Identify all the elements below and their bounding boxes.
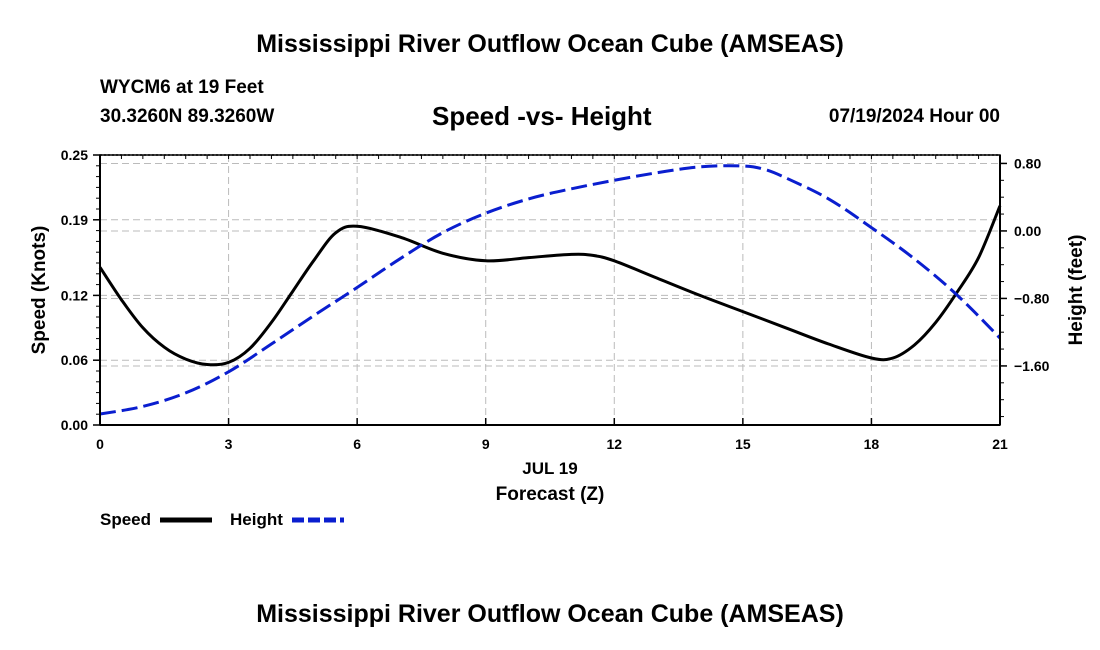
y-right-tick-label: −1.60: [1014, 358, 1050, 374]
x-tick-label: 6: [353, 436, 361, 452]
series-group: [98, 164, 1002, 416]
x-axis-label: Forecast (Z): [496, 484, 605, 505]
y-right-tick-label: 0.00: [1014, 223, 1041, 239]
x-tick-label: 3: [225, 436, 233, 452]
station-label: WYCM6 at 19 Feet: [100, 77, 264, 98]
legend: Speed Height: [100, 510, 344, 529]
x-tick-label: 9: [482, 436, 490, 452]
datetime-label: 07/19/2024 Hour 00: [828, 106, 1000, 127]
chart-title-bottom: Mississippi River Outflow Ocean Cube (AM…: [256, 600, 844, 628]
x-axis-ticks: 0 3 6 9 12 15 18 21: [96, 155, 1008, 452]
chart-subtitle: Speed -vs- Height: [432, 101, 652, 131]
series-height-line: [99, 164, 1002, 416]
x-tick-label: 0: [96, 436, 104, 452]
x-tick-label: 15: [735, 436, 751, 452]
y-right-tick-label: −0.80: [1014, 290, 1050, 306]
legend-label-height: Height: [230, 510, 283, 529]
y-left-tick-label: 0.12: [61, 287, 88, 303]
left-axis-label: Speed (Knots): [29, 226, 50, 355]
x-tick-label: 18: [864, 436, 880, 452]
right-axis-ticks: 0.80 0.00 −0.80 −1.60: [1000, 155, 1050, 418]
y-left-tick-label: 0.25: [61, 147, 88, 163]
legend-label-speed: Speed: [100, 510, 151, 529]
right-axis-label: Height (feet): [1066, 235, 1087, 346]
x-tick-label: 12: [606, 436, 622, 452]
y-left-tick-label: 0.00: [61, 417, 88, 433]
y-right-tick-label: 0.80: [1014, 155, 1041, 171]
y-left-tick-label: 0.06: [61, 352, 88, 368]
coordinates-label: 30.3260N 89.3260W: [100, 106, 275, 127]
x-date-label: JUL 19: [522, 459, 577, 478]
x-tick-label: 21: [992, 436, 1008, 452]
grid: [100, 155, 1000, 425]
left-axis-ticks: 0.00 0.06 0.12 0.19 0.25: [61, 147, 100, 433]
y-left-tick-label: 0.19: [61, 212, 88, 228]
chart-title-top: Mississippi River Outflow Ocean Cube (AM…: [256, 30, 844, 58]
series-speed-line: [98, 205, 1002, 367]
plot-frame: [99, 154, 1001, 426]
